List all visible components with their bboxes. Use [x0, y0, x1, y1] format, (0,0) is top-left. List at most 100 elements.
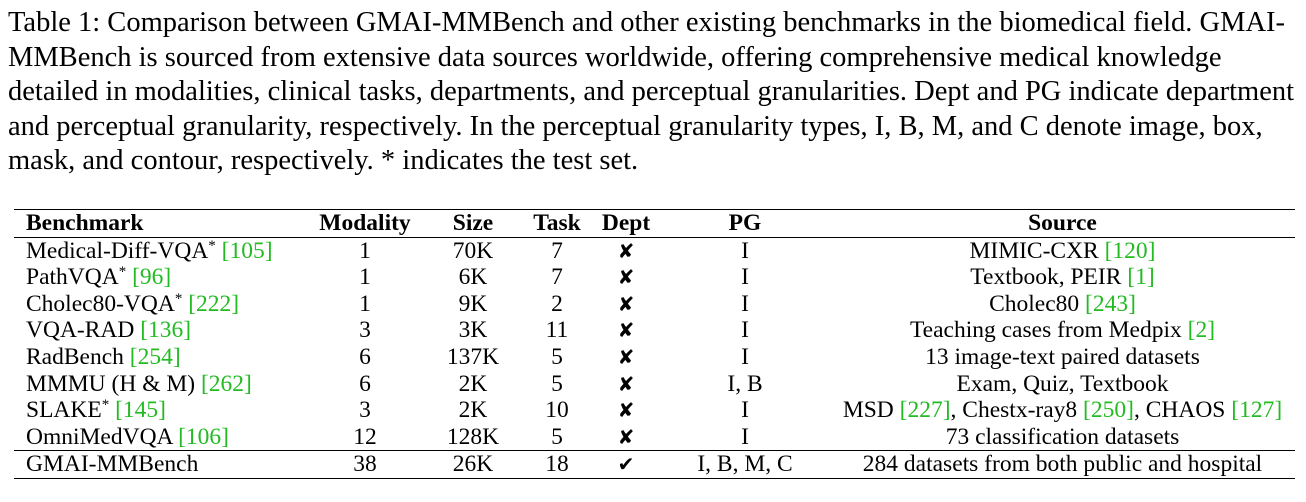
benchmark-cell: PathVQA* [96]: [14, 264, 306, 291]
cross-icon: ✘: [617, 318, 635, 343]
benchmark-cell: Cholec80-VQA* [222]: [14, 291, 306, 318]
table-row: RadBench [254] 6 137K 5 ✘ I 13 image-text pair…: [14, 344, 1295, 371]
cross-icon: ✘: [617, 371, 635, 396]
citation-link: [136]: [140, 317, 192, 344]
table-row: PathVQA* [96] 1 6K 7 ✘ I Textbook, PEIR [1]: [14, 264, 1295, 291]
task-cell: 5: [551, 343, 563, 370]
test-set-marker: *: [118, 264, 127, 281]
cross-icon: ✘: [617, 238, 635, 263]
benchmark-name: Cholec80-VQA: [26, 290, 175, 317]
citation-link: [250]: [1083, 397, 1134, 424]
size-cell: 2K: [458, 397, 488, 424]
benchmark-cell: SLAKE* [145]: [14, 397, 306, 424]
source-text: , Chestx-ray8: [950, 397, 1084, 424]
test-set-marker: *: [174, 290, 183, 307]
size-cell: 128K: [446, 423, 500, 450]
dept-cell: ✘: [592, 237, 660, 264]
comparison-table: Benchmark Modality Size Task Dept PG Sou…: [14, 209, 1295, 479]
pg-cell: I: [741, 290, 749, 317]
check-icon: ✔: [617, 452, 635, 477]
source-cell: Exam, Quiz, Textbook: [830, 371, 1295, 398]
cross-icon: ✘: [617, 344, 635, 369]
benchmark-cell: GMAI-MMBench: [14, 451, 306, 479]
modality-cell: 1: [359, 237, 371, 264]
source-text: Exam, Quiz, Textbook: [956, 370, 1169, 397]
task-cell: 18: [545, 451, 569, 478]
test-set-marker: *: [208, 237, 216, 254]
source-text: MSD: [842, 397, 900, 424]
header-source: Source: [1028, 210, 1097, 236]
header-modality: Modality: [319, 210, 411, 236]
table-row: MMMU (H & M) [262] 6 2K 5 ✘ I, B Exam, Quiz, T…: [14, 371, 1295, 398]
header-pg: PG: [728, 210, 762, 236]
citation-link: [145]: [115, 397, 167, 424]
citation-link: [127]: [1231, 397, 1283, 424]
modality-cell: 1: [359, 264, 371, 291]
pg-cell: I: [741, 264, 749, 291]
size-cell: 3K: [458, 317, 488, 344]
benchmark-name: GMAI-MMBench: [26, 451, 199, 478]
modality-cell: 6: [359, 343, 371, 370]
header-row: Benchmark Modality Size Task Dept PG Sou…: [14, 209, 1295, 238]
size-cell: 70K: [452, 237, 494, 264]
benchmark-cell: VQA-RAD [136]: [14, 317, 306, 344]
task-cell: 2: [551, 290, 563, 317]
source-text: Textbook, PEIR: [970, 264, 1128, 291]
citation-link: [96]: [132, 264, 172, 291]
pg-cell: I, B, M, C: [697, 451, 793, 478]
benchmark-name: VQA-RAD: [26, 317, 135, 344]
pg-cell: I: [741, 397, 749, 424]
benchmark-name: OmniMedVQA: [26, 423, 173, 450]
source-cell: MIMIC-CXR [120]: [830, 237, 1295, 264]
pg-cell: I: [741, 237, 749, 264]
source-text: 73 classification datasets: [945, 423, 1180, 450]
modality-cell: 3: [359, 317, 371, 344]
dept-cell: ✘: [592, 264, 660, 291]
table-row: VQA-RAD [136] 3 3K 11 ✘ I Teaching cases from …: [14, 317, 1295, 344]
benchmark-name: PathVQA: [26, 264, 119, 291]
table-caption: Table 1: Comparison between GMAI-MMBench…: [8, 7, 1295, 176]
cross-icon: ✘: [617, 424, 635, 449]
table-row: OmniMedVQA [106] 12 128K 5 ✘ I 73 classificati…: [14, 424, 1295, 451]
modality-cell: 1: [359, 290, 371, 317]
citation-link: [262]: [200, 370, 252, 397]
citation-link: [254]: [129, 343, 181, 370]
pg-cell: I: [741, 343, 749, 370]
citation-link: [222]: [188, 290, 240, 317]
citation-link: [106]: [178, 423, 230, 450]
test-set-marker: *: [101, 397, 110, 414]
benchmark-cell: Medical-Diff-VQA* [105]: [14, 237, 306, 264]
modality-cell: 6: [359, 370, 371, 397]
header-benchmark: Benchmark: [26, 210, 144, 236]
pg-cell: I: [741, 423, 749, 450]
source-text: , CHAOS: [1133, 397, 1232, 424]
benchmark-name: SLAKE: [26, 397, 102, 424]
pg-cell: I: [741, 317, 749, 344]
dept-cell: ✘: [592, 291, 660, 318]
dept-cell: ✘: [592, 317, 660, 344]
table-body: Medical-Diff-VQA* [105] 1 70K 7 ✘ I MIMIC-CXR …: [14, 237, 1295, 479]
source-cell: Teaching cases from Medpix [2]: [830, 317, 1295, 344]
task-cell: 7: [551, 264, 563, 291]
dept-cell: ✘: [592, 397, 660, 424]
modality-cell: 38: [353, 451, 377, 478]
citation-link: [2]: [1187, 317, 1216, 344]
benchmark-name: RadBench: [26, 343, 124, 370]
citation-link: [243]: [1085, 290, 1136, 317]
table-row: Cholec80-VQA* [222] 1 9K 2 ✘ I Cholec80 [243]: [14, 291, 1295, 318]
size-cell: 6K: [458, 264, 488, 291]
source-cell: MSD [227], Chestx-ray8 [250], CHAOS [127…: [830, 397, 1295, 424]
cross-icon: ✘: [617, 398, 635, 423]
header-size: Size: [452, 210, 494, 236]
table-row: Medical-Diff-VQA* [105] 1 70K 7 ✘ I MIMIC-CXR …: [14, 237, 1295, 264]
citation-link: [227]: [899, 397, 951, 424]
pg-cell: I, B: [727, 370, 763, 397]
source-cell: 13 image-text paired datasets: [830, 344, 1295, 371]
cross-icon: ✘: [617, 291, 635, 316]
benchmark-name: Medical-Diff-VQA: [26, 237, 209, 264]
source-cell: 73 classification datasets: [830, 424, 1295, 451]
comparison-table-wrap: Benchmark Modality Size Task Dept PG Sou…: [14, 209, 1295, 479]
dept-cell: ✘: [592, 424, 660, 451]
benchmark-name: MMMU (H & M): [26, 370, 196, 397]
task-cell: 5: [551, 423, 563, 450]
